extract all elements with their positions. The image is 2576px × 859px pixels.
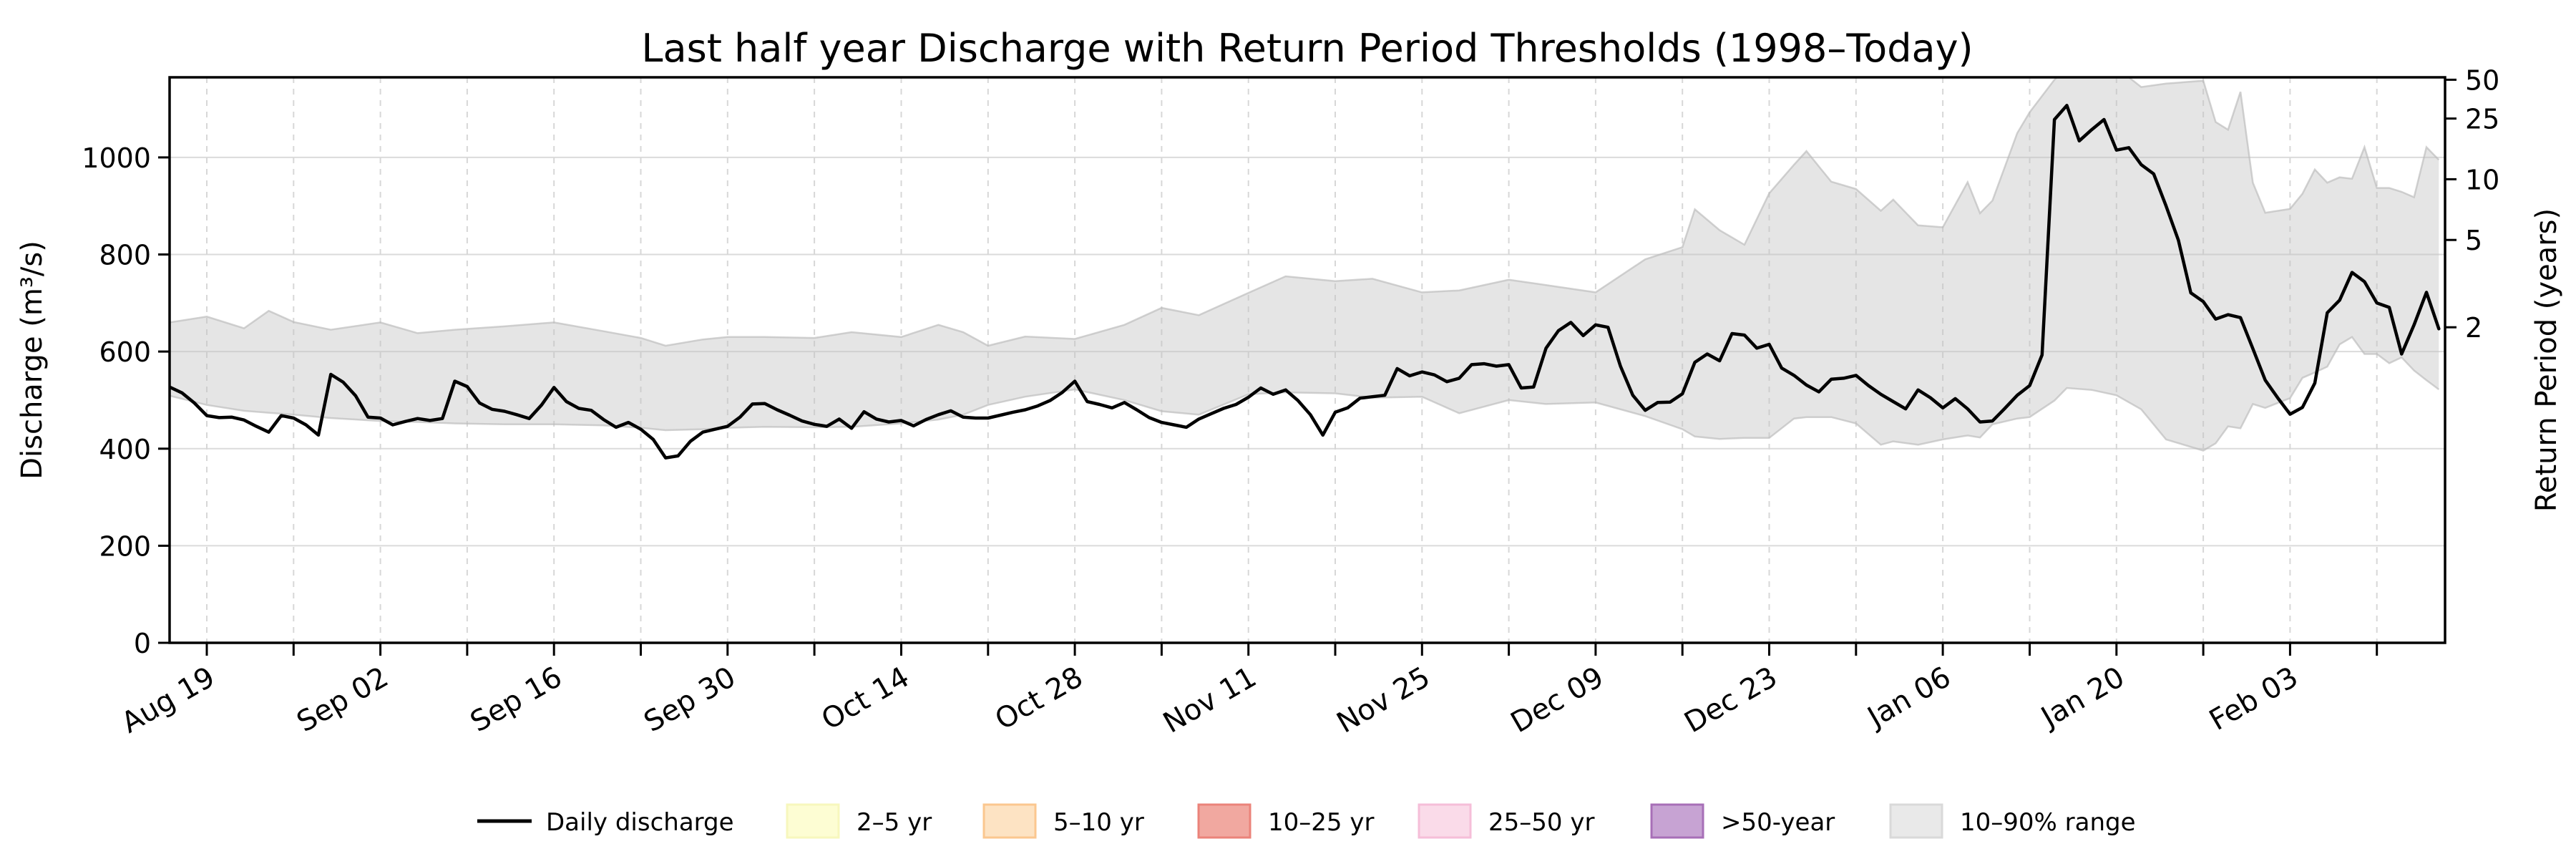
x-tick-label: Nov 11 (1158, 661, 1262, 740)
svg-text:Aug 19: Aug 19 (116, 661, 220, 740)
gridlines (170, 77, 2445, 643)
svg-text:Jan 20: Jan 20 (2034, 661, 2130, 735)
legend-label: 5–10 yr (1053, 808, 1144, 837)
svg-text:Oct 14: Oct 14 (816, 661, 915, 737)
legend-patch (1197, 803, 1252, 839)
left-tick-label: 200 (99, 530, 151, 562)
legend-label: 10–90% range (1960, 808, 2136, 837)
left-axis-label: Discharge (m³/s) (16, 241, 49, 480)
discharge-polyline (170, 104, 2441, 460)
x-tick-label: Dec 23 (1679, 661, 1782, 739)
chart-title: Last half year Discharge with Return Per… (641, 26, 1973, 71)
x-tick-label: Feb 03 (2204, 661, 2303, 737)
right-tick-label: 25 (2465, 104, 2499, 135)
left-tick-label: 0 (134, 628, 151, 659)
band-fill (170, 77, 2439, 451)
svg-text:Sep 30: Sep 30 (638, 661, 741, 739)
percentile-band (170, 77, 2440, 452)
x-tick-label: Sep 30 (638, 661, 741, 739)
svg-text:Oct 28: Oct 28 (990, 661, 1088, 737)
svg-text:Nov 11: Nov 11 (1158, 661, 1262, 740)
x-tick-label: Jan 20 (2034, 661, 2130, 735)
svg-text:Dec 23: Dec 23 (1679, 661, 1782, 739)
legend-patch (982, 803, 1037, 839)
x-tick-label: Sep 16 (465, 661, 567, 739)
svg-text:Dec 09: Dec 09 (1506, 661, 1609, 739)
band-upper-edge (170, 77, 2440, 347)
left-tick-label: 400 (99, 434, 151, 465)
right-axis-label: Return Period (years) (2530, 208, 2563, 512)
legend-label: 25–50 yr (1488, 808, 1594, 837)
legend-label: Daily discharge (546, 808, 734, 837)
x-tick-label: Oct 14 (816, 661, 915, 737)
x-tick-label: Aug 19 (116, 661, 220, 740)
x-tick-label: Dec 09 (1506, 661, 1609, 739)
x-tick-label: Sep 02 (291, 661, 394, 739)
left-tick-label: 600 (99, 336, 151, 368)
right-tick-label: 5 (2465, 225, 2482, 256)
legend-label: 10–25 yr (1268, 808, 1374, 837)
legend: Daily discharge 2–5 yr 5–10 yr 10–25 yr 25–5… (477, 803, 2136, 839)
left-tick-label: 1000 (82, 142, 151, 174)
x-tick-label: Nov 25 (1332, 661, 1436, 740)
plot-frame (168, 76, 2446, 644)
svg-text:Sep 02: Sep 02 (291, 661, 394, 739)
x-tick-label: Jan 06 (1860, 661, 1956, 735)
left-tick-label: 800 (99, 240, 151, 271)
right-tick-label: 10 (2465, 164, 2499, 195)
right-tick-label: 2 (2465, 312, 2482, 344)
x-tick-label: Oct 28 (990, 661, 1088, 737)
legend-patch (786, 803, 840, 839)
svg-text:Jan 06: Jan 06 (1860, 661, 1956, 735)
band-lower-edge (170, 336, 2440, 452)
right-tick-label: 50 (2465, 64, 2499, 96)
svg-text:Sep 16: Sep 16 (465, 661, 567, 739)
legend-label: >50-year (1721, 808, 1835, 837)
legend-patch (1418, 803, 1472, 839)
svg-text:Feb 03: Feb 03 (2204, 661, 2303, 737)
svg-text:Nov 25: Nov 25 (1332, 661, 1436, 740)
legend-label: 2–5 yr (857, 808, 932, 837)
legend-patch (1889, 803, 1943, 839)
legend-patch (1650, 803, 1704, 839)
daily-discharge-line (170, 104, 2441, 460)
